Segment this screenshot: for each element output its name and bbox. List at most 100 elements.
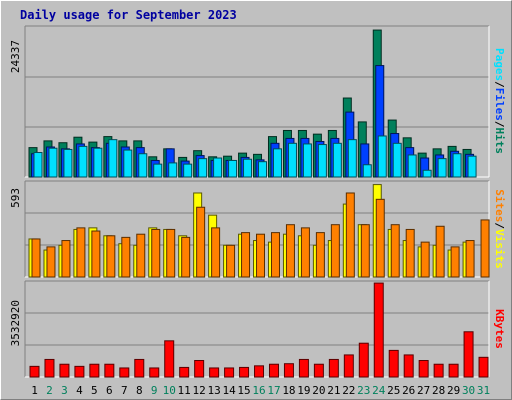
bar-pages-day-15 — [243, 158, 253, 178]
bar-sites-day-14 — [226, 244, 236, 278]
legend-visits: Visits — [493, 229, 506, 269]
x-tick-label-day-4: 4 — [76, 384, 83, 397]
bar-pages-day-20 — [317, 144, 327, 178]
x-tick-label-day-22: 22 — [342, 384, 355, 397]
bar-sites-day-21 — [330, 224, 340, 278]
bar-kbytes-day-18 — [283, 363, 294, 378]
bar-sites-day-31 — [480, 219, 490, 278]
bar-kbytes-day-17 — [268, 363, 279, 378]
bar-sites-day-19 — [300, 227, 310, 278]
bar-kbytes-day-9 — [149, 367, 160, 378]
chart-title: Daily usage for September 2023 — [20, 8, 237, 22]
bar-pages-day-7 — [123, 149, 133, 178]
bar-pages-day-11 — [183, 163, 193, 178]
bar-sites-day-3 — [61, 240, 71, 278]
x-tick-label-day-20: 20 — [312, 384, 325, 397]
x-tick-label-day-12: 12 — [193, 384, 206, 397]
x-tick-label-day-10: 10 — [163, 384, 176, 397]
bar-pages-day-26 — [407, 154, 417, 178]
y-max-label-panel-3: 3532920 — [9, 300, 22, 346]
bar-pages-day-27 — [422, 169, 432, 178]
bar-pages-day-13 — [213, 157, 223, 178]
bar-pages-day-8 — [138, 153, 148, 178]
bar-sites-day-25 — [390, 224, 400, 278]
bar-kbytes-day-31 — [478, 356, 489, 378]
legend-separator: / — [493, 121, 506, 128]
bar-kbytes-day-15 — [239, 366, 250, 378]
bar-sites-day-9 — [151, 228, 161, 278]
bar-sites-day-22 — [345, 192, 355, 278]
bar-sites-day-20 — [315, 232, 325, 278]
x-tick-label-day-18: 18 — [282, 384, 295, 397]
bar-sites-day-24 — [375, 198, 385, 278]
bar-kbytes-day-10 — [164, 340, 175, 378]
bar-kbytes-day-12 — [194, 360, 205, 378]
legend-panel-3: KBytes — [493, 309, 506, 349]
bar-pages-day-21 — [332, 142, 342, 178]
bar-kbytes-day-24 — [373, 282, 384, 378]
bar-pages-day-28 — [437, 158, 447, 178]
x-tick-label-day-13: 13 — [207, 384, 220, 397]
legend-separator: / — [493, 222, 506, 229]
x-tick-label-day-31: 31 — [477, 384, 490, 397]
bar-pages-day-10 — [168, 162, 178, 178]
x-tick-label-day-9: 9 — [151, 384, 158, 397]
x-tick-label-day-2: 2 — [46, 384, 53, 397]
legend-panel-2: Sites/Visits — [493, 189, 506, 269]
x-tick-label-day-24: 24 — [372, 384, 386, 397]
bar-pages-day-23 — [362, 164, 372, 178]
bar-pages-day-29 — [452, 153, 462, 178]
bar-kbytes-day-3 — [59, 363, 70, 378]
x-tick-label-day-29: 29 — [447, 384, 460, 397]
bar-pages-day-3 — [63, 148, 73, 178]
x-tick-label-day-1: 1 — [31, 384, 38, 397]
bar-kbytes-day-11 — [179, 366, 190, 378]
bar-kbytes-day-29 — [448, 363, 459, 378]
bar-pages-day-25 — [392, 142, 402, 178]
bar-pages-day-16 — [258, 161, 268, 178]
bar-pages-day-14 — [228, 159, 238, 178]
bar-sites-day-17 — [270, 232, 280, 278]
x-tick-label-day-17: 17 — [267, 384, 280, 397]
bar-kbytes-day-13 — [209, 367, 220, 378]
bar-kbytes-day-8 — [134, 358, 145, 378]
bar-pages-day-4 — [78, 145, 88, 178]
x-tick-label-day-15: 15 — [237, 384, 250, 397]
bar-sites-day-13 — [211, 227, 221, 278]
bar-pages-day-18 — [287, 142, 297, 178]
x-tick-label-day-3: 3 — [61, 384, 68, 397]
bar-kbytes-day-2 — [44, 358, 55, 378]
bar-pages-day-19 — [302, 143, 312, 178]
bar-sites-day-6 — [106, 235, 116, 278]
x-tick-label-day-6: 6 — [106, 384, 113, 397]
bar-pages-day-9 — [153, 163, 163, 178]
x-tick-label-day-7: 7 — [121, 384, 128, 397]
bar-sites-day-15 — [241, 232, 251, 278]
bar-sites-day-16 — [256, 233, 266, 278]
bar-sites-day-27 — [420, 241, 430, 278]
bar-kbytes-day-21 — [328, 358, 339, 378]
bar-pages-day-12 — [198, 158, 208, 178]
x-tick-label-day-27: 27 — [417, 384, 430, 397]
bar-pages-day-2 — [48, 147, 58, 178]
bar-kbytes-day-5 — [89, 363, 100, 378]
x-tick-label-day-30: 30 — [462, 384, 475, 397]
bar-sites-day-4 — [76, 227, 86, 278]
x-tick-label-day-8: 8 — [136, 384, 143, 397]
x-tick-label-day-19: 19 — [297, 384, 310, 397]
x-tick-label-day-14: 14 — [222, 384, 236, 397]
x-tick-label-day-23: 23 — [357, 384, 370, 397]
bar-kbytes-day-4 — [74, 365, 85, 378]
legend-files: Files — [493, 88, 506, 121]
bar-sites-day-1 — [31, 238, 41, 278]
bar-pages-day-30 — [467, 155, 477, 178]
bar-sites-day-5 — [91, 230, 101, 278]
legend-pages: Pages — [493, 48, 506, 81]
legend-panel-1: Pages/Files/Hits — [493, 48, 506, 154]
bar-pages-day-5 — [93, 147, 103, 178]
bar-sites-day-23 — [360, 224, 370, 278]
x-tick-label-day-25: 25 — [387, 384, 400, 397]
legend-kbytes: KBytes — [493, 309, 506, 349]
bar-pages-day-6 — [108, 139, 118, 178]
x-tick-label-day-26: 26 — [402, 384, 415, 397]
